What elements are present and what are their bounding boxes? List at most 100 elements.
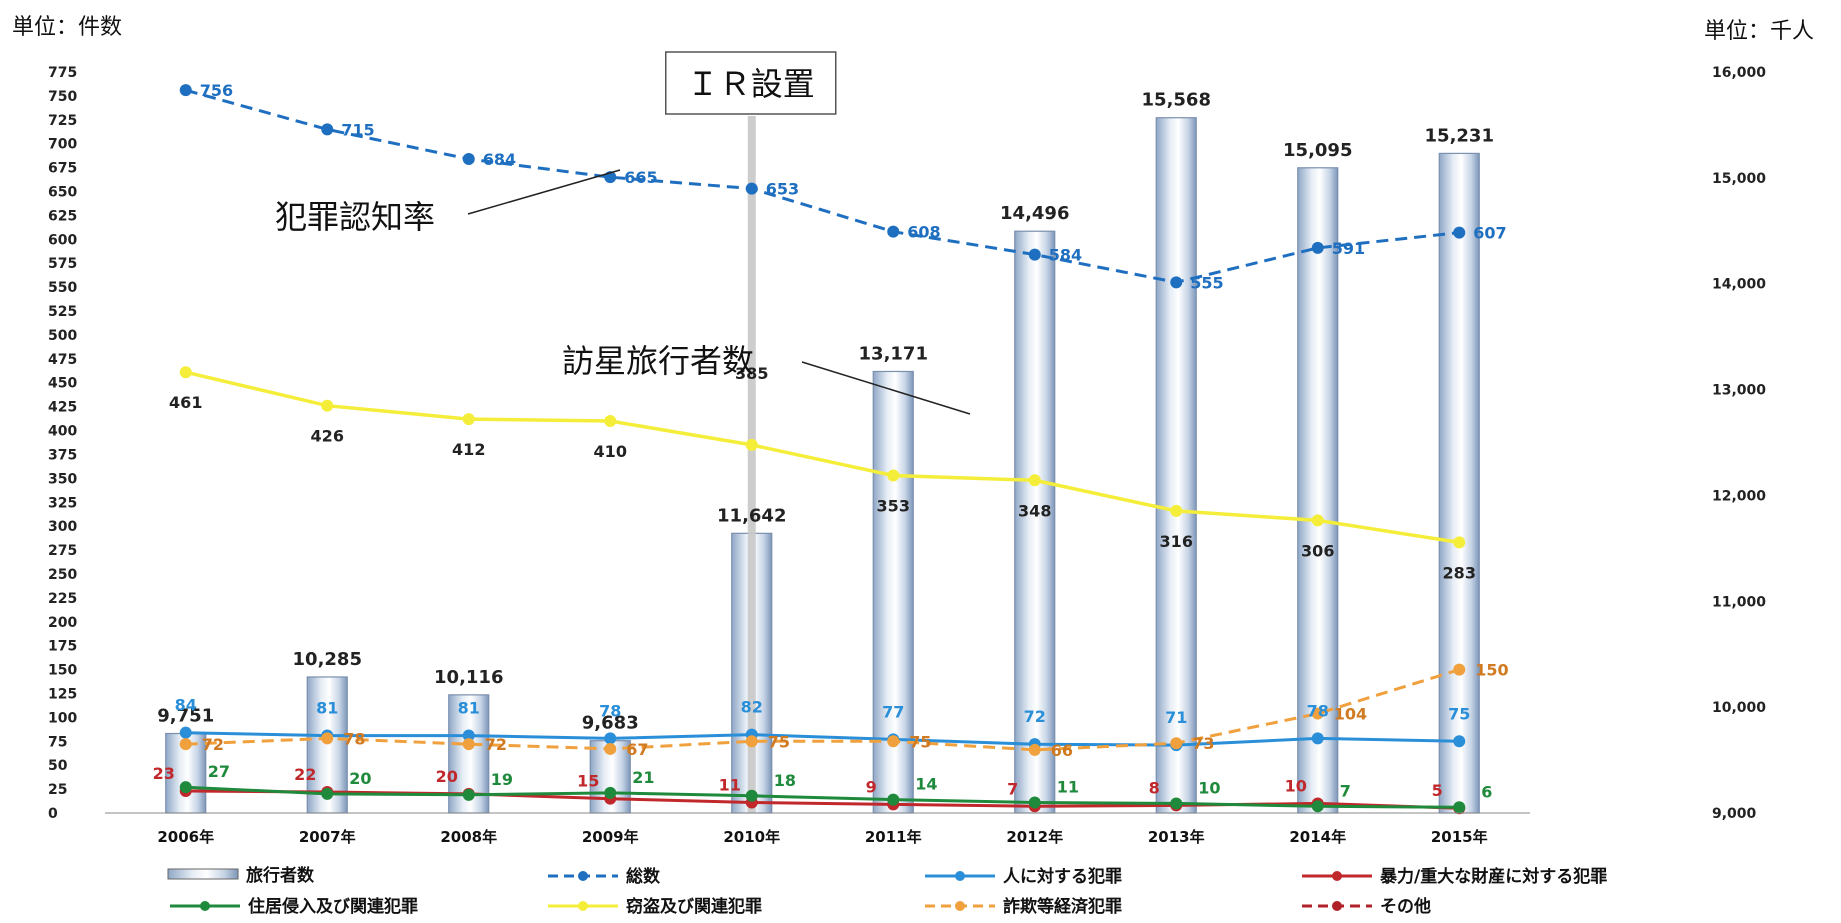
series-point — [462, 788, 475, 801]
bar-value-label: 9,683 — [582, 713, 639, 734]
x-tick-label: 2010年 — [723, 828, 780, 846]
left-tick-label: 650 — [48, 185, 77, 201]
series-value-label: 75 — [909, 732, 931, 751]
series-value-label: 72 — [1024, 707, 1046, 726]
left-tick-label: 550 — [48, 280, 77, 296]
series-point — [462, 413, 475, 426]
left-tick-label: 700 — [48, 137, 77, 153]
left-tick-label: 275 — [48, 543, 77, 559]
series-value-label: 412 — [452, 440, 485, 459]
series-point — [745, 735, 758, 748]
left-tick-label: 750 — [48, 89, 77, 105]
right-tick-label: 16,000 — [1712, 65, 1766, 81]
left-tick-label: 525 — [48, 304, 77, 320]
legend-label: 住居侵入及び関連犯罪 — [248, 896, 418, 917]
series-point — [1028, 743, 1041, 756]
series-point — [321, 123, 334, 136]
series-value-label: 461 — [169, 393, 202, 412]
bar-value-label: 9,751 — [157, 706, 214, 727]
series-value-label: 150 — [1475, 661, 1508, 680]
series-point — [1311, 707, 1324, 720]
left-tick-label: 175 — [48, 639, 77, 655]
left-tick-label: 325 — [48, 495, 77, 511]
left-tick-label: 25 — [48, 782, 67, 798]
series-point — [1028, 474, 1041, 487]
series-point — [1311, 241, 1324, 254]
series-value-label: 6 — [1481, 782, 1492, 801]
legend-swatch — [167, 868, 239, 880]
bar-value-label: 10,116 — [434, 667, 503, 688]
visitors-annotation: 訪星旅行者数 — [562, 342, 754, 380]
series-line — [185, 731, 1460, 747]
series-value-label: 665 — [624, 168, 657, 187]
series-line — [185, 668, 1460, 752]
series-value-label: 27 — [208, 762, 230, 781]
x-tick-label: 2008年 — [440, 828, 497, 846]
legend-marker — [1332, 871, 1342, 881]
series-value-label: 353 — [877, 496, 910, 515]
series-value-label: 10 — [1285, 776, 1307, 795]
left-tick-label: 50 — [48, 758, 68, 774]
series-point — [179, 738, 192, 751]
left-tick-label: 350 — [48, 471, 77, 487]
bar-value-label: 10,285 — [293, 649, 362, 670]
right-tick-label: 13,000 — [1712, 383, 1766, 399]
left-tick-label: 625 — [48, 208, 77, 224]
series-value-label: 75 — [768, 732, 790, 751]
series-value-label: 15 — [577, 772, 599, 791]
series-value-label: 19 — [491, 770, 513, 789]
x-tick-label: 2007年 — [299, 828, 356, 846]
series-point — [321, 732, 334, 745]
crime-rate-annotation: 犯罪認知率 — [275, 198, 435, 236]
series-value-label: 20 — [436, 767, 458, 786]
series-point — [604, 742, 617, 755]
x-tick-label: 2012年 — [1006, 828, 1063, 846]
legend-marker — [578, 901, 588, 911]
legend-label: 詐欺等経済犯罪 — [1003, 896, 1122, 917]
left-tick-label: 0 — [48, 806, 58, 822]
series-point — [321, 787, 334, 800]
left-tick-label: 400 — [48, 424, 77, 440]
series-point — [1311, 800, 1324, 813]
series-value-label: 72 — [202, 735, 224, 754]
series-value-label: 348 — [1018, 501, 1051, 520]
series-point — [1453, 801, 1466, 814]
right-tick-label: 12,000 — [1712, 488, 1766, 504]
series-point — [1453, 226, 1466, 239]
x-tick-label: 2015年 — [1431, 828, 1488, 846]
series-value-label: 78 — [1307, 701, 1329, 720]
series-value-label: 73 — [1192, 734, 1214, 753]
ir-box — [665, 51, 837, 115]
left-tick-label: 75 — [48, 734, 67, 750]
left-unit-label: 単位：件数 — [12, 15, 122, 40]
series-value-label: 77 — [882, 702, 904, 721]
series-point — [887, 793, 900, 806]
right-tick-label: 11,000 — [1712, 594, 1766, 610]
series-value-label: 14 — [915, 775, 937, 794]
series-point — [179, 366, 192, 379]
series-point — [321, 399, 334, 412]
left-tick-label: 375 — [48, 447, 77, 463]
x-tick-label: 2013年 — [1148, 828, 1205, 846]
series-value-label: 715 — [341, 120, 374, 139]
x-tick-label: 2014年 — [1289, 828, 1346, 846]
series-value-label: 20 — [349, 769, 371, 788]
series-value-label: 23 — [153, 764, 175, 783]
series-point — [1311, 514, 1324, 527]
series-point — [1170, 504, 1183, 517]
series-point — [1453, 536, 1466, 549]
right-tick-label: 10,000 — [1712, 700, 1766, 716]
series-value-label: 18 — [774, 771, 796, 790]
series-value-label: 22 — [294, 765, 316, 784]
series-value-label: 82 — [741, 698, 763, 717]
series-value-label: 653 — [766, 180, 799, 199]
series-value-label: 283 — [1443, 563, 1476, 582]
series-value-label: 385 — [735, 364, 768, 383]
left-tick-label: 125 — [48, 686, 77, 702]
series-point — [604, 414, 617, 427]
series-point — [604, 786, 617, 799]
legend-marker — [1332, 901, 1342, 911]
series-value-label: 75 — [1448, 704, 1470, 723]
series-point — [745, 182, 758, 195]
